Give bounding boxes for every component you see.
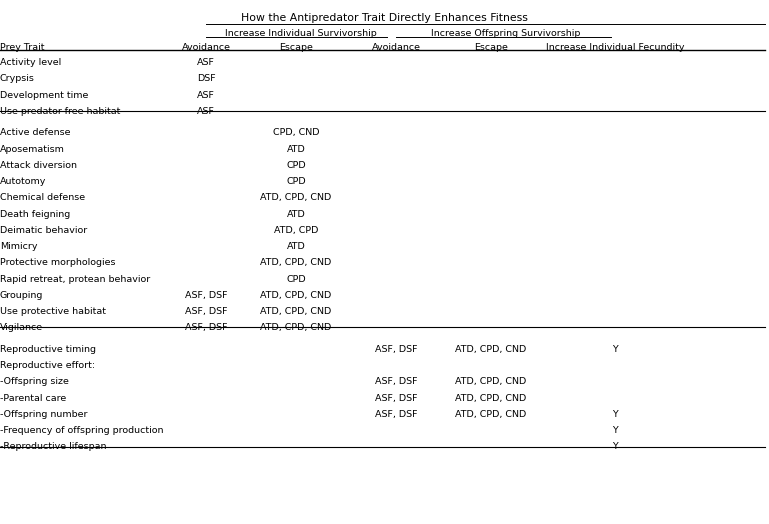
Text: ATD, CPD, CND: ATD, CPD, CND (455, 410, 526, 419)
Text: Activity level: Activity level (0, 58, 62, 67)
Text: Deimatic behavior: Deimatic behavior (0, 226, 87, 235)
Text: Avoidance: Avoidance (371, 43, 421, 52)
Text: Escape: Escape (474, 43, 508, 52)
Text: Autotomy: Autotomy (0, 177, 46, 186)
Text: ASF, DSF: ASF, DSF (375, 410, 418, 419)
Text: ATD, CPD, CND: ATD, CPD, CND (455, 345, 526, 354)
Text: Y: Y (612, 442, 618, 451)
Text: ATD: ATD (287, 145, 305, 154)
Text: -Offspring size: -Offspring size (0, 377, 69, 386)
Text: CPD, CND: CPD, CND (273, 128, 319, 137)
Text: Y: Y (612, 345, 618, 354)
Text: CPD: CPD (286, 275, 306, 283)
Text: ATD, CPD, CND: ATD, CPD, CND (261, 193, 331, 202)
Text: Rapid retreat, protean behavior: Rapid retreat, protean behavior (0, 275, 150, 283)
Text: Use predator-free habitat: Use predator-free habitat (0, 107, 121, 116)
Text: ASF, DSF: ASF, DSF (375, 377, 418, 386)
Text: Prey Trait: Prey Trait (0, 43, 45, 52)
Text: Crypsis: Crypsis (0, 74, 35, 83)
Text: ASF, DSF: ASF, DSF (185, 291, 228, 300)
Text: ATD, CPD: ATD, CPD (274, 226, 318, 235)
Text: ASF, DSF: ASF, DSF (185, 307, 228, 316)
Text: ASF, DSF: ASF, DSF (185, 323, 228, 332)
Text: How the Antipredator Trait Directly Enhances Fitness: How the Antipredator Trait Directly Enha… (241, 13, 528, 23)
Text: Protective morphologies: Protective morphologies (0, 258, 115, 267)
Text: -Offspring number: -Offspring number (0, 410, 88, 419)
Text: Vigilance: Vigilance (0, 323, 43, 332)
Text: Increase Individual Fecundity: Increase Individual Fecundity (546, 43, 684, 52)
Text: ASF, DSF: ASF, DSF (375, 345, 418, 354)
Text: DSF: DSF (197, 74, 215, 83)
Text: ASF: ASF (197, 91, 215, 100)
Text: Development time: Development time (0, 91, 88, 100)
Text: Use protective habitat: Use protective habitat (0, 307, 106, 316)
Text: Y: Y (612, 426, 618, 435)
Text: ASF: ASF (197, 58, 215, 67)
Text: ATD: ATD (287, 242, 305, 251)
Text: Increase Individual Survivorship: Increase Individual Survivorship (225, 29, 377, 38)
Text: ATD, CPD, CND: ATD, CPD, CND (261, 307, 331, 316)
Text: Increase Offspring Survivorship: Increase Offspring Survivorship (431, 29, 581, 38)
Text: -Reproductive lifespan: -Reproductive lifespan (0, 442, 106, 451)
Text: ASF, DSF: ASF, DSF (375, 394, 418, 402)
Text: ATD, CPD, CND: ATD, CPD, CND (261, 323, 331, 332)
Text: ATD, CPD, CND: ATD, CPD, CND (261, 258, 331, 267)
Text: ATD: ATD (287, 210, 305, 219)
Text: CPD: CPD (286, 161, 306, 170)
Text: ATD, CPD, CND: ATD, CPD, CND (455, 394, 526, 402)
Text: CPD: CPD (286, 177, 306, 186)
Text: Attack diversion: Attack diversion (0, 161, 77, 170)
Text: Avoidance: Avoidance (181, 43, 231, 52)
Text: ATD, CPD, CND: ATD, CPD, CND (455, 377, 526, 386)
Text: ASF: ASF (197, 107, 215, 116)
Text: Chemical defense: Chemical defense (0, 193, 85, 202)
Text: Active defense: Active defense (0, 128, 71, 137)
Text: Aposematism: Aposematism (0, 145, 65, 154)
Text: Mimicry: Mimicry (0, 242, 38, 251)
Text: Reproductive effort:: Reproductive effort: (0, 361, 95, 370)
Text: -Frequency of offspring production: -Frequency of offspring production (0, 426, 164, 435)
Text: Reproductive timing: Reproductive timing (0, 345, 96, 354)
Text: -Parental care: -Parental care (0, 394, 66, 402)
Text: Death feigning: Death feigning (0, 210, 70, 219)
Text: Grouping: Grouping (0, 291, 43, 300)
Text: Escape: Escape (279, 43, 313, 52)
Text: Y: Y (612, 410, 618, 419)
Text: ATD, CPD, CND: ATD, CPD, CND (261, 291, 331, 300)
